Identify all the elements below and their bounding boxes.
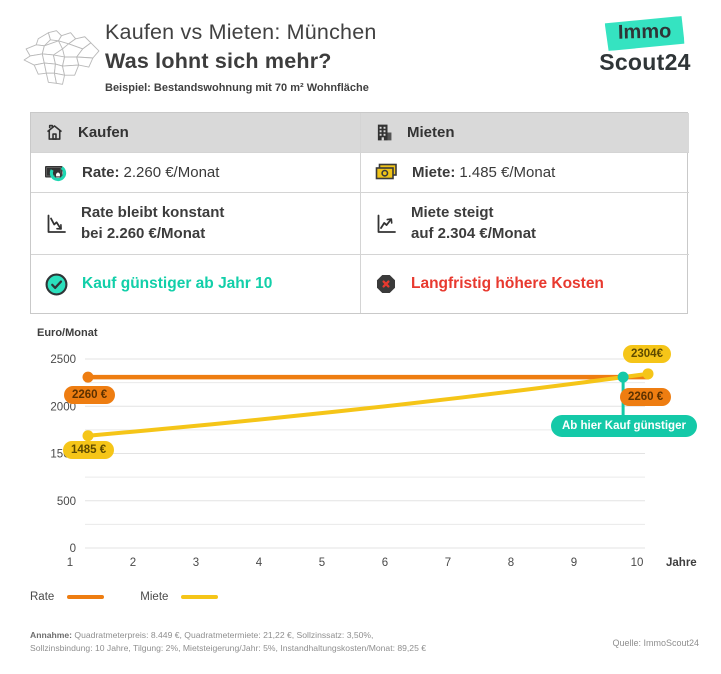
miete-value: 1.485 €/Monat — [459, 164, 556, 181]
miete-steigt-line2: auf 2.304 €/Monat — [411, 224, 537, 242]
cell-rate: Rate: 2.260 €/Monat — [31, 153, 361, 193]
break-even-callout: Ab hier Kauf günstiger — [551, 415, 697, 437]
x-octagon-icon — [374, 272, 398, 296]
y-tick-label: 2000 — [50, 401, 76, 413]
cell-kaufen-verdict: Kauf günstiger ab Jahr 10 — [31, 255, 361, 313]
x-tick-label: 5 — [319, 557, 325, 569]
page-title-line1: Kaufen vs Mieten: München — [105, 20, 377, 44]
assumptions-line1: Quadratmeterpreis: 8.449 €, Quadratmeter… — [74, 630, 374, 640]
rate-constant-line1: Rate bleibt konstant — [81, 204, 225, 222]
x-tick-label: 2 — [130, 557, 136, 569]
legend-label-miete: Miete — [140, 591, 169, 603]
x-tick-label: 4 — [256, 557, 263, 569]
legend-swatch-miete — [181, 594, 219, 600]
rate-payment-icon — [44, 162, 69, 184]
logo-scout-text: Scout24 — [599, 49, 691, 75]
header-label-mieten: Mieten — [407, 124, 455, 141]
x-tick-label: 6 — [382, 557, 388, 569]
x-tick-label: 3 — [193, 557, 199, 569]
miete-label: Miete: — [412, 164, 456, 181]
house-icon — [44, 122, 65, 143]
cell-miete-steigt: Miete steigt auf 2.304 €/Monat — [361, 193, 689, 255]
kaufen-verdict-text: Kauf günstiger ab Jahr 10 — [82, 275, 273, 292]
legend-swatch-rate — [67, 594, 105, 600]
miete-start-dot — [82, 430, 94, 442]
legend-label-rate: Rate — [30, 591, 55, 603]
comparison-table: Kaufen Mieten — [30, 112, 689, 314]
assumptions-line2: Sollzinsbindung: 10 Jahre, Tilgung: 2%, … — [30, 642, 427, 653]
page-title-line2: Was lohnt sich mehr? — [105, 49, 332, 73]
miete-start-badge: 1485 € — [63, 441, 115, 459]
x-tick-label: 1 — [67, 557, 73, 569]
y-tick-label: 500 — [57, 496, 76, 508]
rate-text: Rate: 2.260 €/Monat — [82, 164, 219, 181]
x-tick-label: 10 — [631, 557, 644, 569]
chart-down-icon — [44, 212, 68, 236]
header-cell-kaufen: Kaufen — [31, 113, 361, 153]
rate-constant-text: Rate bleibt konstant bei 2.260 €/Monat — [81, 203, 224, 244]
break-even-dot — [617, 371, 629, 383]
building-icon — [374, 122, 394, 143]
rate-label: Rate: — [82, 164, 120, 181]
cell-rate-constant: Rate bleibt konstant bei 2.260 €/Monat — [31, 193, 361, 255]
mieten-verdict-text: Langfristig höhere Kosten — [411, 275, 604, 292]
rate-start-dot — [82, 371, 94, 383]
rate-end-badge: 2260 € — [620, 388, 672, 406]
y-tick-label: 0 — [70, 543, 76, 555]
rate-value: 2.260 €/Monat — [123, 164, 220, 181]
series-line-miete — [86, 371, 650, 438]
y-tick-label: 2500 — [50, 354, 76, 366]
x-tick-label: 8 — [508, 557, 514, 569]
line-chart: Euro/Monat 2500 2000 1500 500 0 1 2 3 4 5 6 7 8 9 10 Ja… — [0, 325, 721, 585]
miete-end-dot — [642, 368, 654, 380]
logo-immo-badge: Immo — [605, 16, 685, 51]
miete-end-badge: 2304€ — [623, 345, 671, 363]
x-tick-label: 9 — [571, 557, 577, 569]
header-cell-mieten: Mieten — [361, 113, 689, 153]
rate-start-badge: 2260 € — [64, 386, 116, 404]
munich-map-graphic — [23, 30, 100, 85]
assumptions-note: Annahme: Quadratmeterpreis: 8.449 €, Qua… — [30, 629, 550, 655]
check-circle-icon — [44, 272, 69, 297]
page-subtitle: Beispiel: Bestandswohnung mit 70 m² Wohn… — [105, 82, 369, 94]
source-note: Quelle: ImmoScout24 — [612, 638, 699, 648]
money-banknote-icon — [374, 162, 399, 183]
miete-steigt-text: Miete steigt auf 2.304 €/Monat — [411, 203, 536, 244]
chart-legend: Rate Miete — [30, 591, 219, 603]
y-axis-title: Euro/Monat — [37, 327, 98, 339]
cell-mieten-verdict: Langfristig höhere Kosten — [361, 255, 689, 313]
rate-constant-line2: bei 2.260 €/Monat — [81, 224, 206, 242]
chart-up-icon — [374, 212, 398, 236]
miete-steigt-line1: Miete steigt — [411, 204, 494, 222]
x-axis-title: Jahre — [666, 557, 697, 569]
immoscout24-logo: Immo Scout24 — [593, 17, 697, 76]
assumptions-label: Annahme: — [30, 630, 73, 640]
cell-miete: Miete: 1.485 €/Monat — [361, 153, 689, 193]
miete-text: Miete: 1.485 €/Monat — [412, 164, 555, 181]
header-label-kaufen: Kaufen — [78, 124, 129, 141]
title-block: Kaufen vs Mieten: München Was lohnt sich… — [105, 20, 377, 94]
x-tick-label: 7 — [445, 557, 451, 569]
